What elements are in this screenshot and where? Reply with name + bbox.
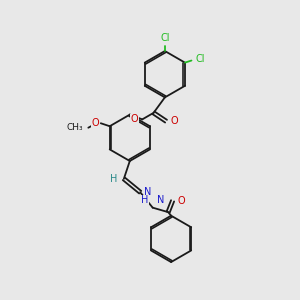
Text: O: O [170,116,178,126]
Text: Cl: Cl [195,54,205,64]
Text: H: H [110,174,117,184]
Text: O: O [177,196,185,206]
Text: O: O [92,118,99,128]
Text: N: N [157,195,164,205]
Text: Cl: Cl [161,33,170,43]
Text: O: O [130,114,138,124]
Text: H: H [141,195,148,205]
Text: CH₃: CH₃ [66,123,83,132]
Text: N: N [144,187,152,196]
